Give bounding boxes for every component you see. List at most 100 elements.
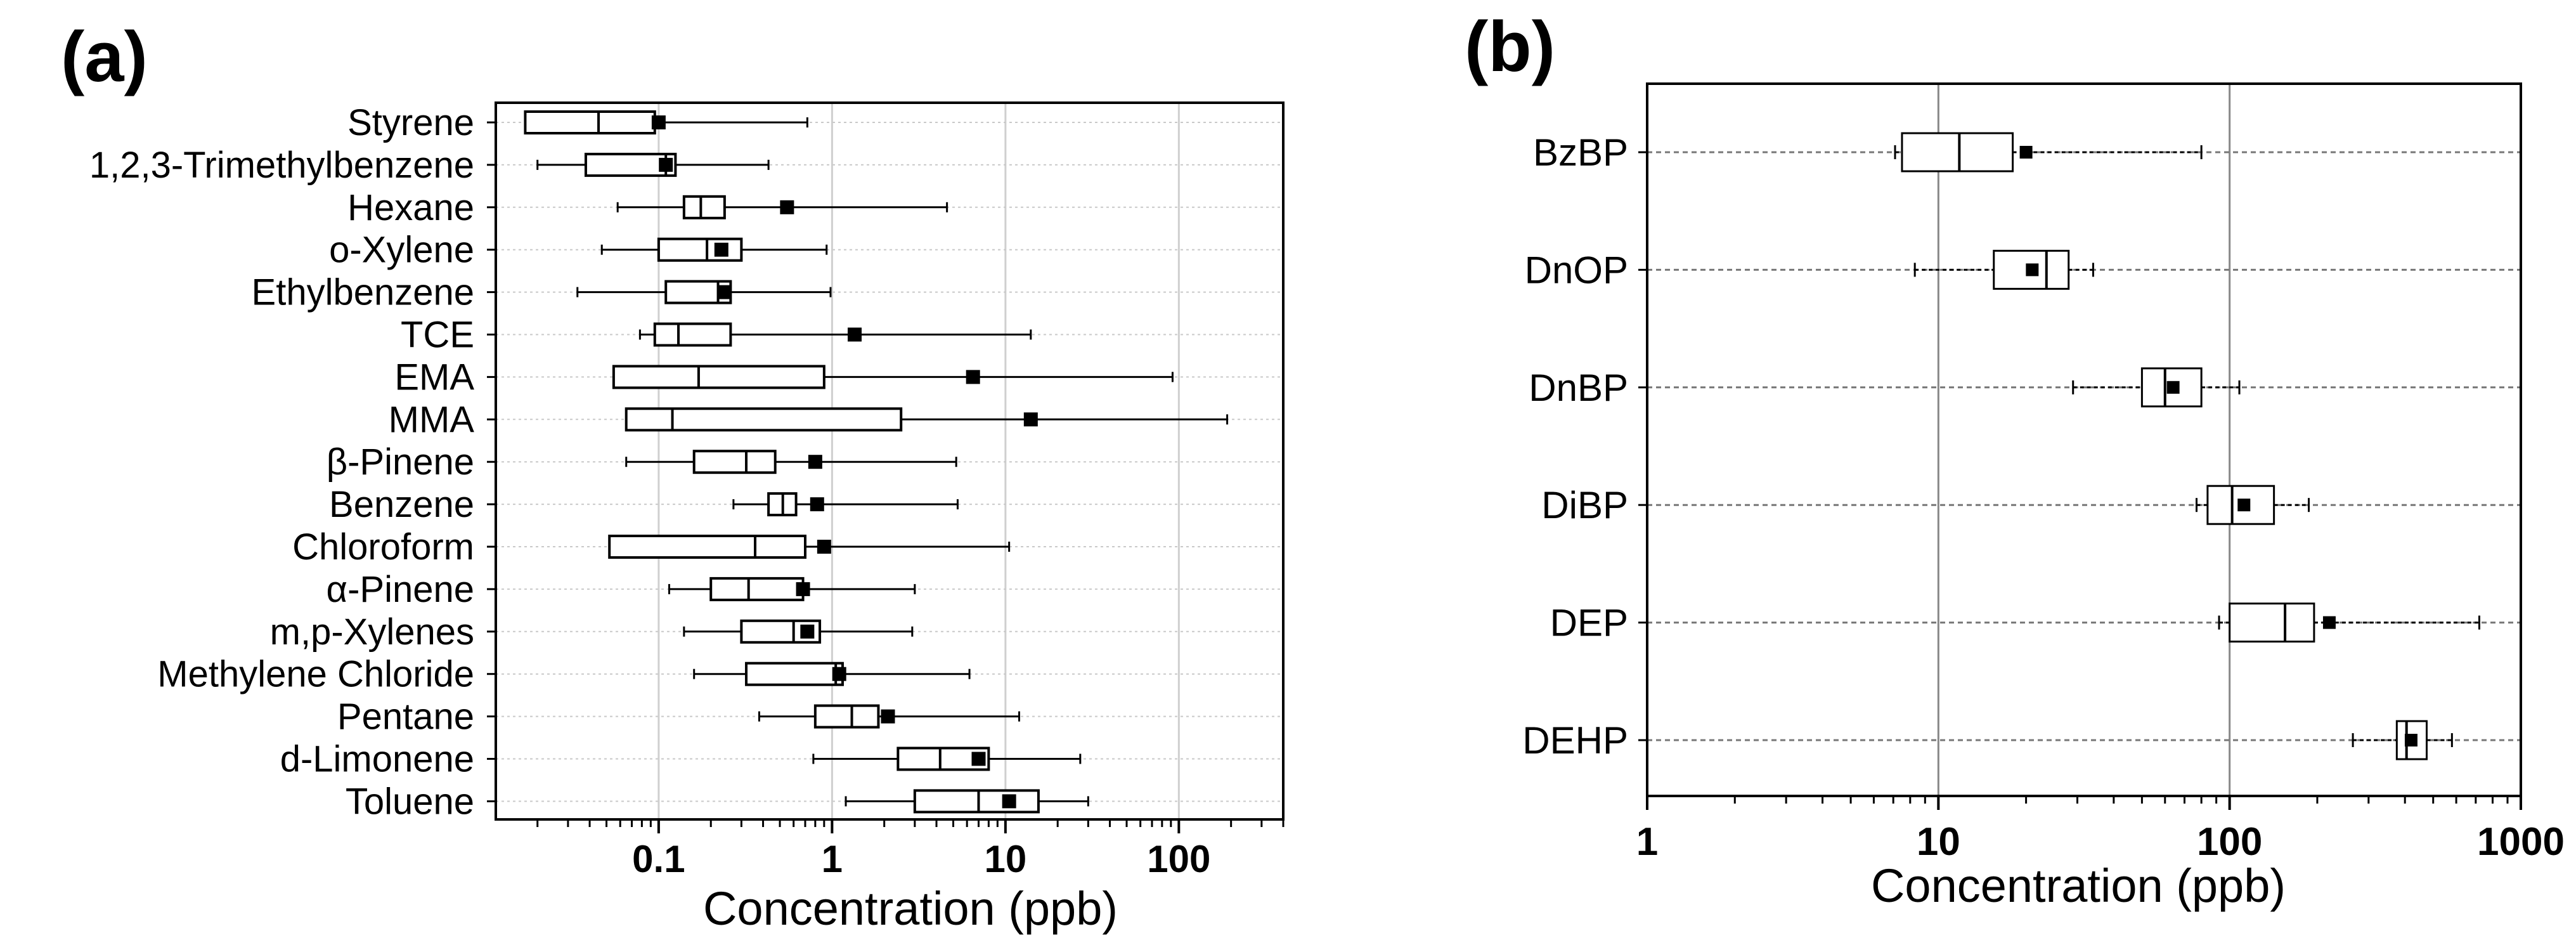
iqr-box: [745, 662, 844, 686]
box-ema: [612, 365, 1174, 389]
category-label: DEHP: [1522, 719, 1628, 762]
mean-marker: [2026, 263, 2039, 277]
mean-marker: [717, 285, 732, 299]
category-label: TCE: [401, 315, 474, 356]
x-tick-label: 0.1: [632, 838, 685, 880]
iqr-box: [1901, 132, 2014, 173]
mean-marker: [881, 709, 895, 724]
mean-marker: [780, 200, 794, 214]
mean-marker: [817, 540, 831, 554]
x-tick-label: 10: [984, 838, 1026, 880]
x-tick-label: 10: [1917, 820, 1960, 864]
category-label: Methylene Chloride: [157, 654, 474, 695]
panel-a-boxes: [524, 110, 1229, 814]
iqr-box: [2229, 603, 2315, 643]
box-dnop: [1913, 249, 2094, 290]
box-hexane: [616, 195, 948, 219]
iqr-box: [612, 365, 825, 389]
x-tick-label: 100: [2197, 820, 2262, 864]
mean-marker: [832, 667, 846, 681]
mean-marker: [971, 752, 986, 766]
panel-a-x-axis-title: Concentration (ppb): [703, 882, 1118, 935]
x-tick-label: 1: [1636, 820, 1658, 864]
box-toluene: [845, 789, 1089, 814]
box-ethylbenzene: [576, 280, 832, 304]
mean-marker: [2404, 734, 2417, 746]
panel-a: (a) Styrene1,2,3-TrimethylbenzeneHexaneo…: [61, 17, 1285, 935]
category-label: d-Limonene: [280, 739, 474, 780]
iqr-box: [682, 195, 726, 219]
mean-marker: [966, 370, 980, 384]
box-d-limonene: [812, 746, 1082, 771]
mean-marker: [651, 115, 666, 129]
panel-a-category-labels: Styrene1,2,3-TrimethylbenzeneHexaneo-Xyl…: [89, 102, 496, 822]
category-label: DnBP: [1529, 367, 1628, 409]
mean-marker: [2237, 499, 2251, 512]
iqr-box: [813, 704, 880, 729]
x-tick-label: 1: [822, 838, 843, 880]
category-label: α-Pinene: [327, 569, 474, 610]
panel-b-plot-frame: [1646, 82, 2522, 797]
mean-marker: [1023, 412, 1038, 427]
category-label: DnOP: [1525, 249, 1628, 291]
panel-b-boxes: [1894, 132, 2480, 760]
category-label: Pentane: [337, 696, 474, 738]
box-chloroform: [608, 535, 1011, 559]
category-label: EMA: [394, 356, 474, 398]
iqr-box: [913, 789, 1040, 814]
panel-b-grid: [1647, 84, 2521, 796]
box-dep: [2218, 603, 2480, 643]
x-tick-label: 1000: [2477, 820, 2565, 864]
category-label: m,p-Xylenes: [270, 611, 474, 653]
category-label: β-Pinene: [327, 441, 474, 483]
mean-marker: [714, 242, 728, 257]
category-label: Toluene: [346, 781, 474, 822]
category-label: BzBP: [1533, 131, 1628, 174]
mean-marker: [2166, 381, 2180, 394]
panel-b-category-labels: BzBP DnOP DnBP DiBP DEP DEHP: [1522, 131, 1647, 762]
category-label: DEP: [1550, 602, 1628, 644]
box-1-2-3-trimethylbenzene: [536, 152, 770, 177]
category-label: Benzene: [329, 484, 474, 525]
panel-b-x-axis-title: Concentration (ppb): [1871, 859, 2286, 912]
box--pinene: [668, 577, 916, 601]
iqr-box: [608, 535, 807, 559]
mean-marker: [796, 582, 810, 596]
panel-b-label: (b): [1465, 7, 1555, 86]
panel-b-x-ticks: 1 10 100 1000: [1636, 796, 2565, 864]
box-styrene: [524, 110, 808, 134]
box-o-xylene: [600, 237, 828, 262]
box-tce: [638, 322, 1032, 347]
mean-marker: [800, 624, 815, 639]
category-label: Styrene: [347, 102, 474, 143]
iqr-box: [653, 322, 732, 347]
box-mma: [625, 407, 1229, 432]
x-tick-label: 100: [1147, 838, 1210, 880]
box-dibp: [2196, 485, 2310, 525]
category-label: 1,2,3-Trimethylbenzene: [89, 145, 474, 186]
panel-a-x-ticks: 0.1 1 10 100: [536, 819, 1285, 880]
box--pinene: [625, 450, 957, 474]
mean-marker: [2322, 616, 2336, 629]
box-dnbp: [2072, 367, 2241, 408]
iqr-box: [692, 450, 777, 474]
category-label: DiBP: [1541, 484, 1628, 526]
box-pentane: [758, 704, 1021, 729]
category-label: Ethylbenzene: [252, 272, 474, 313]
box-bzbp: [1894, 132, 2203, 173]
box-dehp: [2352, 720, 2453, 760]
iqr-box: [657, 237, 743, 262]
panel-b: (b) BzBP DnOP DnBP DiBP DEP DEHP 1 10 100 1000 C…: [1465, 7, 2565, 912]
iqr-box: [709, 577, 805, 601]
iqr-box: [625, 407, 903, 432]
mean-marker: [810, 497, 824, 512]
category-label: o-Xylene: [329, 230, 474, 271]
box-m-p-xylenes: [683, 619, 914, 644]
mean-marker: [848, 327, 862, 342]
box-methylene-chloride: [693, 662, 971, 686]
category-label: MMA: [389, 399, 475, 440]
iqr-box: [740, 619, 822, 644]
mean-marker: [808, 455, 822, 469]
panel-a-label: (a): [61, 17, 148, 96]
